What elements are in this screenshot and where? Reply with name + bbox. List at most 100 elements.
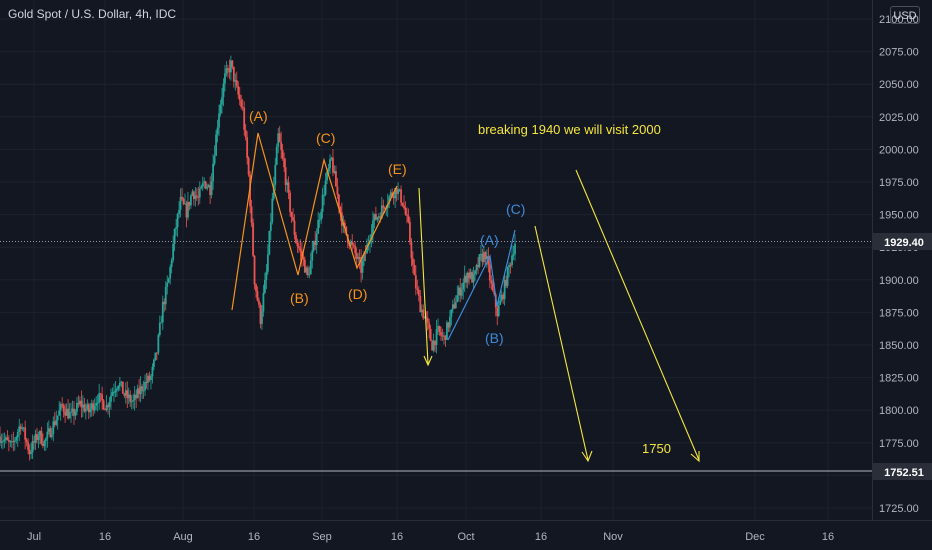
candle-body	[374, 214, 377, 220]
candle-body	[231, 60, 234, 67]
candle-body	[0, 441, 3, 443]
candle-body	[18, 426, 21, 432]
price-tick-label: 2000.00	[879, 144, 919, 156]
candle-body	[34, 434, 37, 443]
candle-body	[505, 279, 508, 286]
candle-body	[2, 441, 4, 443]
candle-body	[70, 411, 72, 413]
candle-body	[434, 340, 436, 345]
candle-body	[411, 258, 414, 265]
candle-body	[403, 205, 405, 208]
candle-body	[474, 270, 476, 275]
candle-body	[37, 435, 40, 440]
time-axis[interactable]: Jul 16 Aug 16 Sep 16 Oct 16 Nov Dec 16	[0, 520, 932, 544]
candle-body	[154, 352, 157, 360]
candle-body	[431, 340, 434, 351]
candle-body	[293, 220, 296, 236]
candle-body	[318, 219, 321, 221]
candle-body	[105, 404, 108, 410]
candle-body	[508, 264, 510, 268]
candle-body	[320, 211, 323, 220]
candle-body	[138, 388, 141, 394]
candle-body	[222, 83, 225, 98]
candle-body	[352, 244, 355, 246]
candle-body	[321, 194, 324, 212]
candle-body	[55, 420, 58, 425]
candle-body	[379, 216, 382, 219]
candle-body	[382, 205, 385, 208]
candle-body	[169, 266, 172, 279]
candle-body	[0, 436, 1, 443]
candle-body	[201, 183, 204, 187]
candle-body	[179, 196, 182, 210]
price-tick-label: 2025.00	[879, 112, 919, 124]
candle-body	[71, 408, 74, 412]
candle-body	[116, 388, 118, 391]
candle-body	[299, 248, 302, 251]
candle-body	[315, 233, 318, 246]
candle-body	[219, 104, 222, 114]
candle-body	[120, 381, 123, 383]
currency-button[interactable]: USD	[890, 6, 920, 24]
candle-body	[406, 214, 408, 216]
candle-body	[6, 437, 9, 441]
candle-body	[175, 227, 178, 229]
candle-body	[153, 359, 155, 367]
candle-body	[147, 375, 149, 383]
candle-body	[7, 440, 10, 442]
candle-body	[145, 381, 148, 383]
wave-label-blue-a: (A)	[480, 232, 499, 248]
candle-body	[126, 390, 129, 398]
candle-body	[79, 400, 81, 405]
candle-body	[102, 400, 105, 410]
candle-body	[332, 157, 334, 173]
candle-body	[394, 188, 397, 199]
candle-body	[468, 272, 471, 279]
candle-body	[150, 376, 152, 380]
arrow-short-drop	[418, 187, 429, 365]
candle-body	[187, 201, 189, 218]
candle-body	[33, 441, 35, 443]
candle-body	[101, 394, 104, 401]
candle-body	[200, 186, 203, 189]
candle-body	[413, 264, 416, 276]
candle-body	[191, 191, 194, 196]
candle-body	[391, 192, 394, 196]
candle-body	[218, 113, 220, 128]
candle-body	[96, 402, 99, 404]
candle-body	[65, 408, 68, 416]
candle-body	[250, 206, 253, 223]
candle-body	[234, 80, 237, 82]
projection-arrows	[418, 169, 700, 463]
candle-body	[238, 94, 241, 101]
candle-body	[49, 428, 52, 438]
candle-body	[59, 404, 62, 411]
candle-body	[229, 60, 232, 73]
breakout-annotation: breaking 1940 we will visit 2000	[478, 122, 661, 137]
candle-body	[104, 409, 106, 411]
grid-lines	[0, 0, 872, 520]
candle-body	[190, 195, 192, 206]
candle-body	[511, 255, 513, 266]
candle-body	[438, 326, 441, 333]
candle-body	[185, 203, 188, 218]
candle-body	[266, 254, 269, 272]
candle-body	[305, 267, 308, 273]
candle-body	[451, 304, 454, 310]
candle-body	[246, 137, 249, 158]
candle-body	[308, 274, 311, 276]
candle-body	[265, 271, 268, 280]
candle-body	[235, 80, 238, 86]
current-price-tag	[873, 233, 932, 250]
candle-body	[144, 381, 146, 391]
candle-body	[475, 265, 478, 271]
candle-body	[339, 206, 342, 213]
candle-body	[263, 279, 266, 293]
time-tick-label: 16	[535, 531, 547, 543]
candle-body	[194, 195, 197, 200]
candle-body	[136, 388, 139, 398]
candle-body	[471, 272, 473, 283]
price-tick-label: 1975.00	[879, 177, 919, 189]
candle-body	[118, 382, 121, 386]
